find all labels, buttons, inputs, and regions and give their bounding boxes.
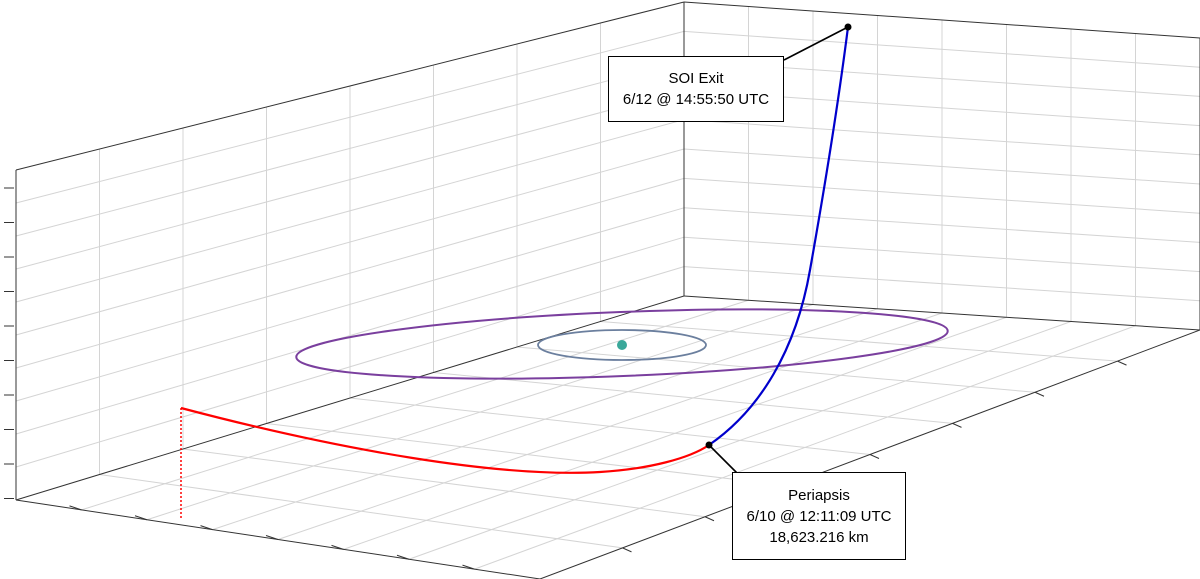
outer-orbit-ellipse [295, 308, 949, 380]
soi-exit-callout: SOI Exit 6/12 @ 14:55:50 UTC [608, 56, 784, 122]
back-wall-horizontal-gridline [15, 119, 685, 303]
back-wall-horizontal-gridline [15, 148, 685, 336]
floor-gridline [474, 325, 1136, 570]
y-axis-tick [1117, 360, 1127, 366]
back-wall-horizontal-gridline [15, 60, 685, 237]
soi-exit-title: SOI Exit [668, 70, 724, 87]
frame-edge [15, 1, 685, 171]
periapsis-callout: Periapsis 6/10 @ 12:11:09 UTC 18,623.216… [732, 472, 906, 560]
side-wall-horizontal-gridline [683, 119, 1200, 156]
callout-leaders [705, 23, 852, 477]
frame-edge [15, 295, 685, 501]
approach-trajectory-curve [180, 406, 710, 474]
y-axis-tick [1034, 391, 1045, 397]
x-axis-tick [69, 505, 82, 511]
floor-gridline [343, 316, 1007, 550]
side-wall-horizontal-gridline [683, 207, 1200, 243]
back-wall-horizontal-gridline [15, 236, 685, 435]
side-wall-horizontal-gridline [683, 148, 1200, 185]
periapsis-title: Periapsis [788, 486, 850, 504]
x-axis-tick [462, 564, 475, 570]
floor-gridline [408, 321, 1072, 560]
x-axis-tick [265, 535, 279, 540]
side-wall-horizontal-gridline [683, 236, 1200, 273]
back-wall-horizontal-gridline [15, 177, 685, 369]
axis-ticks [4, 187, 1127, 570]
departure-trajectory-curve [708, 26, 850, 446]
frame-edge [683, 1, 1200, 39]
side-wall-horizontal-gridline [683, 177, 1200, 214]
floor-gridline [277, 312, 943, 540]
x-axis-tick [134, 515, 148, 521]
periapsis-leader-line [708, 444, 741, 477]
periapsis-marker [705, 441, 713, 449]
trajectories [180, 26, 850, 520]
back-wall-horizontal-gridline [15, 207, 685, 402]
x-axis-tick [331, 544, 344, 550]
y-axis-tick [952, 422, 962, 428]
x-axis-tick [396, 554, 410, 560]
back-wall-horizontal-gridline [15, 89, 685, 270]
central-body-marker [617, 340, 627, 350]
soi-exit-marker [844, 23, 852, 31]
inner-orbit-ellipse [537, 329, 707, 361]
side-wall-horizontal-gridline [683, 30, 1200, 68]
y-axis-tick [622, 547, 632, 553]
back-wall-horizontal-gridline [15, 30, 685, 204]
periapsis-time: 6/10 @ 12:11:09 UTC [746, 507, 892, 525]
frame-edge [683, 295, 1200, 331]
floor-gridline [212, 308, 878, 531]
y-axis-tick [704, 516, 715, 522]
orbits [295, 308, 949, 380]
grid-lines [15, 6, 1200, 570]
y-axis-tick [869, 454, 880, 459]
x-axis-tick [200, 525, 213, 531]
periapsis-distance: 18,623.216 km [769, 528, 869, 546]
soi-exit-leader-line [783, 26, 849, 61]
soi-exit-time: 6/12 @ 14:55:50 UTC [622, 91, 770, 108]
back-wall-horizontal-gridline [15, 266, 685, 468]
floor-gridline [81, 299, 749, 511]
side-wall-horizontal-gridline [683, 266, 1200, 302]
